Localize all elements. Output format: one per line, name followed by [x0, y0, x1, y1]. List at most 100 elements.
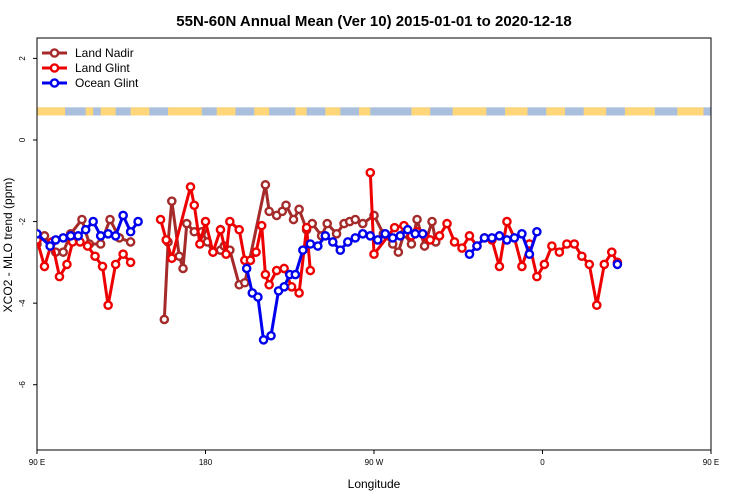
data-point	[584, 259, 595, 270]
y-tick-label: 0	[18, 137, 27, 142]
data-point	[260, 180, 271, 190]
data-point	[305, 265, 316, 276]
series-group	[37, 167, 623, 345]
data-point	[251, 247, 261, 257]
data-point	[419, 241, 430, 251]
data-point	[380, 229, 391, 239]
data-point	[264, 206, 274, 217]
data-point	[298, 245, 308, 255]
data-point	[110, 231, 121, 241]
y-tick-label: -2	[18, 217, 27, 225]
data-point	[286, 282, 297, 292]
data-point	[260, 269, 271, 280]
data-point	[181, 218, 192, 229]
data-point	[517, 261, 527, 272]
data-point	[118, 210, 128, 221]
land-strip	[254, 107, 270, 116]
x-tick-label: 90 E	[29, 458, 45, 467]
data-point	[464, 249, 475, 259]
data-point	[221, 249, 231, 259]
data-point	[88, 216, 98, 227]
chart-title: 55N-60N Annual Mean (Ver 10) 2015-01-01 …	[176, 13, 571, 30]
data-point	[279, 282, 289, 292]
data-point	[294, 288, 304, 298]
data-point	[37, 229, 42, 239]
land-strip	[359, 107, 371, 116]
data-point	[294, 204, 304, 215]
data-point	[387, 233, 398, 243]
series-ocean-glint	[37, 210, 623, 345]
land-strip	[85, 107, 94, 116]
data-point	[389, 222, 400, 233]
data-point	[457, 243, 467, 253]
data-point	[185, 182, 196, 192]
land-strip	[216, 107, 236, 116]
data-point	[410, 229, 420, 239]
data-point	[406, 239, 417, 249]
data-point	[125, 237, 136, 247]
y-tick-label: 2	[18, 56, 27, 61]
data-point	[166, 253, 177, 264]
legend-label: Ocean Glint	[75, 76, 139, 90]
data-point	[288, 214, 299, 225]
data-point	[547, 241, 557, 251]
land-strip	[130, 107, 150, 116]
data-point	[290, 269, 301, 280]
land-strip	[583, 107, 607, 116]
data-point	[159, 314, 170, 325]
y-tick-label: -4	[18, 299, 27, 307]
data-point	[335, 245, 346, 255]
data-point	[328, 237, 338, 247]
data-point	[95, 231, 106, 241]
land-strip	[295, 107, 307, 116]
data-point	[58, 233, 69, 243]
land-strip	[677, 107, 704, 116]
x-tick-label: 180	[199, 458, 213, 467]
data-point	[178, 263, 188, 274]
data-point	[365, 167, 376, 178]
data-point	[357, 229, 368, 239]
data-point	[258, 335, 269, 345]
data-point	[95, 239, 106, 249]
data-point	[125, 257, 136, 268]
data-point	[256, 220, 267, 231]
data-point	[65, 231, 76, 241]
data-point	[103, 300, 113, 310]
data-point	[279, 263, 289, 274]
legend-label: Land Glint	[75, 61, 130, 75]
data-point	[271, 265, 282, 276]
land-strip	[168, 107, 202, 116]
data-point	[357, 218, 368, 229]
data-point	[133, 216, 143, 227]
data-point	[517, 229, 527, 239]
data-point	[562, 239, 572, 249]
data-point	[105, 214, 115, 225]
land-strip	[411, 107, 431, 116]
data-point	[166, 196, 177, 206]
land-strip	[37, 107, 66, 116]
data-point	[606, 247, 617, 257]
land-strip	[325, 107, 341, 116]
x-tick-label: 0	[540, 458, 545, 467]
data-point	[449, 237, 460, 247]
y-axis-label: XCO2 - MLO trend (ppm)	[1, 178, 15, 313]
data-point	[427, 216, 437, 227]
data-point	[320, 231, 331, 241]
data-point	[393, 247, 404, 257]
data-point	[155, 214, 166, 225]
data-point	[90, 251, 100, 262]
data-point	[494, 231, 505, 241]
data-point	[161, 235, 171, 245]
data-point	[240, 277, 250, 288]
data-point	[365, 231, 376, 241]
data-point	[215, 224, 226, 235]
data-point	[125, 226, 136, 237]
data-point	[73, 231, 83, 241]
data-point	[97, 261, 108, 272]
legend-marker	[49, 63, 60, 73]
data-point	[554, 247, 565, 257]
data-point	[494, 261, 505, 272]
